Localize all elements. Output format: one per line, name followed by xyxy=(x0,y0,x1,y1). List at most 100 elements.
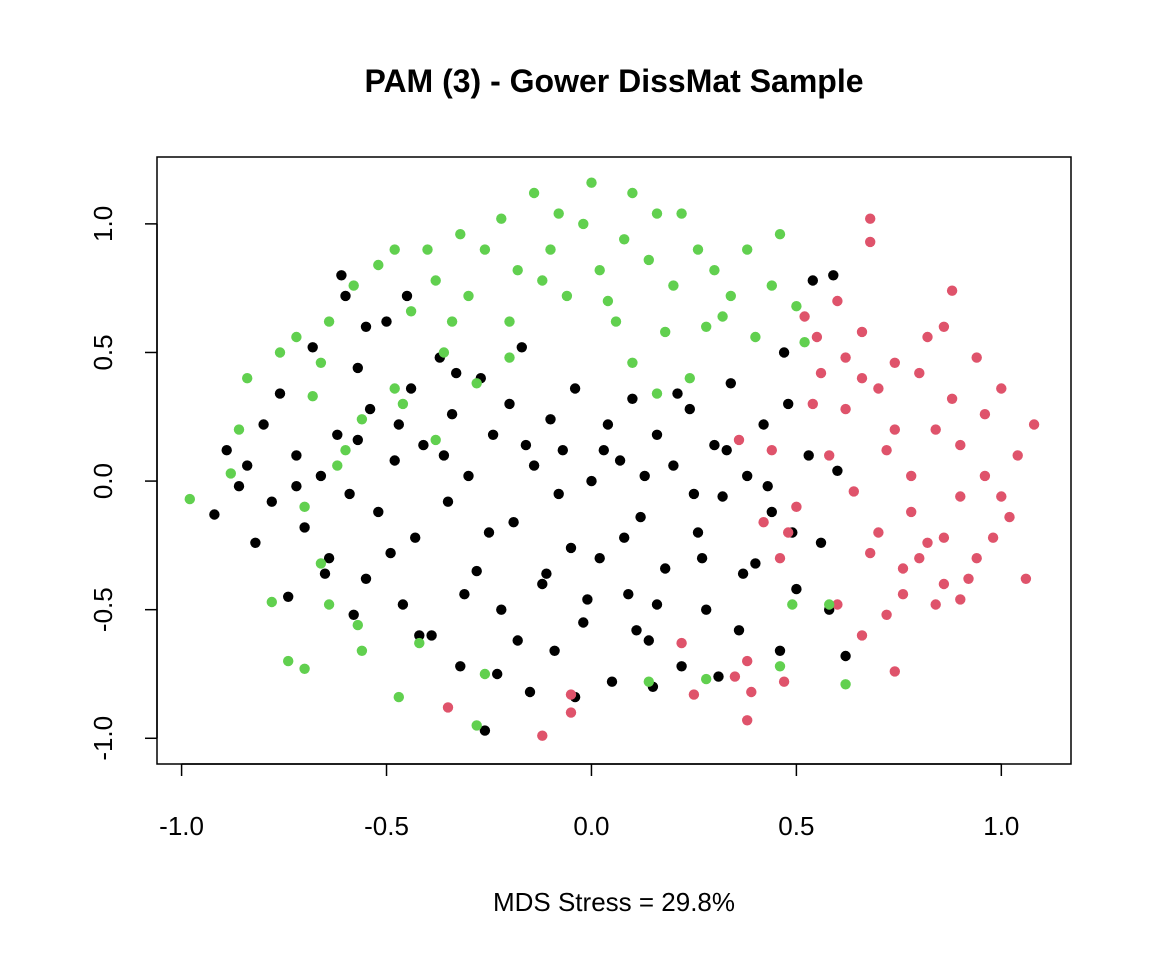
data-point-cluster-2 xyxy=(811,331,823,343)
data-point-cluster-1 xyxy=(520,439,532,451)
data-point-cluster-1 xyxy=(672,388,683,399)
data-point-cluster-2 xyxy=(889,666,900,677)
data-point-cluster-3 xyxy=(545,244,556,255)
data-point-cluster-1 xyxy=(508,517,519,528)
data-point-cluster-1 xyxy=(766,506,777,518)
data-point-cluster-2 xyxy=(922,537,933,548)
data-point-cluster-2 xyxy=(873,527,884,538)
data-point-cluster-3 xyxy=(352,619,363,631)
data-point-cluster-3 xyxy=(307,391,318,402)
x-tick-label: 0.5 xyxy=(778,811,814,841)
data-point-cluster-1 xyxy=(807,275,818,286)
data-point-cluster-2 xyxy=(848,486,859,497)
data-point-cluster-3 xyxy=(660,326,671,338)
data-point-cluster-1 xyxy=(713,671,724,682)
data-point-cluster-2 xyxy=(832,599,843,610)
data-point-cluster-3 xyxy=(725,290,736,302)
data-point-cluster-3 xyxy=(676,208,687,219)
data-point-cluster-1 xyxy=(733,625,745,636)
data-point-cluster-2 xyxy=(856,326,868,338)
data-point-cluster-1 xyxy=(725,378,736,389)
data-point-cluster-3 xyxy=(504,316,515,327)
data-point-cluster-1 xyxy=(660,563,671,574)
data-point-cluster-2 xyxy=(774,553,786,564)
data-point-cluster-3 xyxy=(397,398,409,410)
data-point-cluster-3 xyxy=(553,208,564,219)
data-point-cluster-1 xyxy=(537,578,548,590)
data-point-cluster-2 xyxy=(906,506,917,518)
data-point-cluster-2 xyxy=(824,450,835,461)
data-point-cluster-1 xyxy=(348,609,359,620)
data-point-cluster-2 xyxy=(791,501,802,512)
data-point-cluster-2 xyxy=(938,532,950,543)
data-point-cluster-1 xyxy=(778,347,790,358)
data-point-cluster-1 xyxy=(274,388,286,399)
data-point-cluster-3 xyxy=(389,244,400,255)
data-point-cluster-2 xyxy=(766,445,777,456)
data-point-cluster-3 xyxy=(299,663,310,674)
data-point-cluster-1 xyxy=(496,604,507,615)
data-point-cluster-1 xyxy=(401,290,413,302)
data-point-cluster-1 xyxy=(696,553,708,564)
data-point-cluster-2 xyxy=(930,424,941,435)
data-point-cluster-2 xyxy=(807,398,818,410)
data-point-cluster-2 xyxy=(1028,419,1040,430)
data-point-cluster-1 xyxy=(258,419,269,430)
data-point-cluster-3 xyxy=(651,388,663,399)
data-point-cluster-1 xyxy=(471,565,482,577)
data-point-cluster-2 xyxy=(815,367,827,379)
data-point-cluster-3 xyxy=(840,679,851,690)
data-point-cluster-3 xyxy=(471,720,482,731)
data-point-cluster-3 xyxy=(405,306,417,317)
data-point-cluster-2 xyxy=(996,491,1007,502)
y-tick-label: -0.5 xyxy=(88,587,118,632)
data-point-cluster-3 xyxy=(332,460,343,471)
data-point-cluster-1 xyxy=(459,589,470,600)
data-point-cluster-2 xyxy=(565,689,577,700)
data-point-cluster-1 xyxy=(541,568,552,579)
data-point-cluster-1 xyxy=(791,583,802,595)
data-point-cluster-1 xyxy=(692,527,704,538)
data-point-cluster-2 xyxy=(742,715,753,726)
data-point-cluster-3 xyxy=(446,316,458,327)
x-axis-label: MDS Stress = 29.8% xyxy=(493,887,735,917)
data-point-cluster-3 xyxy=(692,244,704,255)
data-point-cluster-1 xyxy=(410,532,421,543)
data-point-cluster-3 xyxy=(537,275,548,286)
data-point-cluster-3 xyxy=(627,357,638,368)
data-point-cluster-3 xyxy=(356,414,368,425)
data-point-cluster-1 xyxy=(631,625,642,636)
data-point-cluster-1 xyxy=(414,630,425,641)
data-point-cluster-1 xyxy=(721,445,732,456)
data-point-cluster-2 xyxy=(746,686,757,698)
data-point-cluster-1 xyxy=(651,429,663,440)
data-point-cluster-3 xyxy=(430,434,441,446)
data-point-cluster-3 xyxy=(627,187,638,199)
data-point-cluster-1 xyxy=(352,434,363,446)
data-point-cluster-1 xyxy=(803,450,814,461)
data-point-cluster-2 xyxy=(938,578,950,590)
data-point-cluster-1 xyxy=(676,661,687,672)
data-point-cluster-3 xyxy=(315,558,327,569)
data-point-cluster-3 xyxy=(799,337,810,348)
data-point-cluster-2 xyxy=(946,393,958,404)
data-point-cluster-3 xyxy=(373,259,384,271)
data-point-cluster-1 xyxy=(266,496,277,507)
data-point-cluster-2 xyxy=(979,470,991,482)
data-point-cluster-1 xyxy=(750,558,761,569)
data-point-cluster-2 xyxy=(799,311,810,322)
data-point-cluster-1 xyxy=(742,470,753,482)
data-point-cluster-1 xyxy=(299,522,310,533)
data-point-cluster-1 xyxy=(684,403,695,415)
data-point-cluster-3 xyxy=(651,208,663,219)
data-point-cluster-3 xyxy=(242,373,253,384)
data-point-cluster-1 xyxy=(492,668,503,680)
data-point-cluster-1 xyxy=(549,645,560,656)
data-point-cluster-3 xyxy=(479,244,491,255)
data-point-cluster-3 xyxy=(274,347,286,358)
x-tick-label: -0.5 xyxy=(364,811,409,841)
data-point-cluster-1 xyxy=(438,450,450,461)
data-point-cluster-3 xyxy=(643,676,654,687)
data-point-cluster-2 xyxy=(889,357,900,368)
data-point-cluster-1 xyxy=(381,316,392,327)
